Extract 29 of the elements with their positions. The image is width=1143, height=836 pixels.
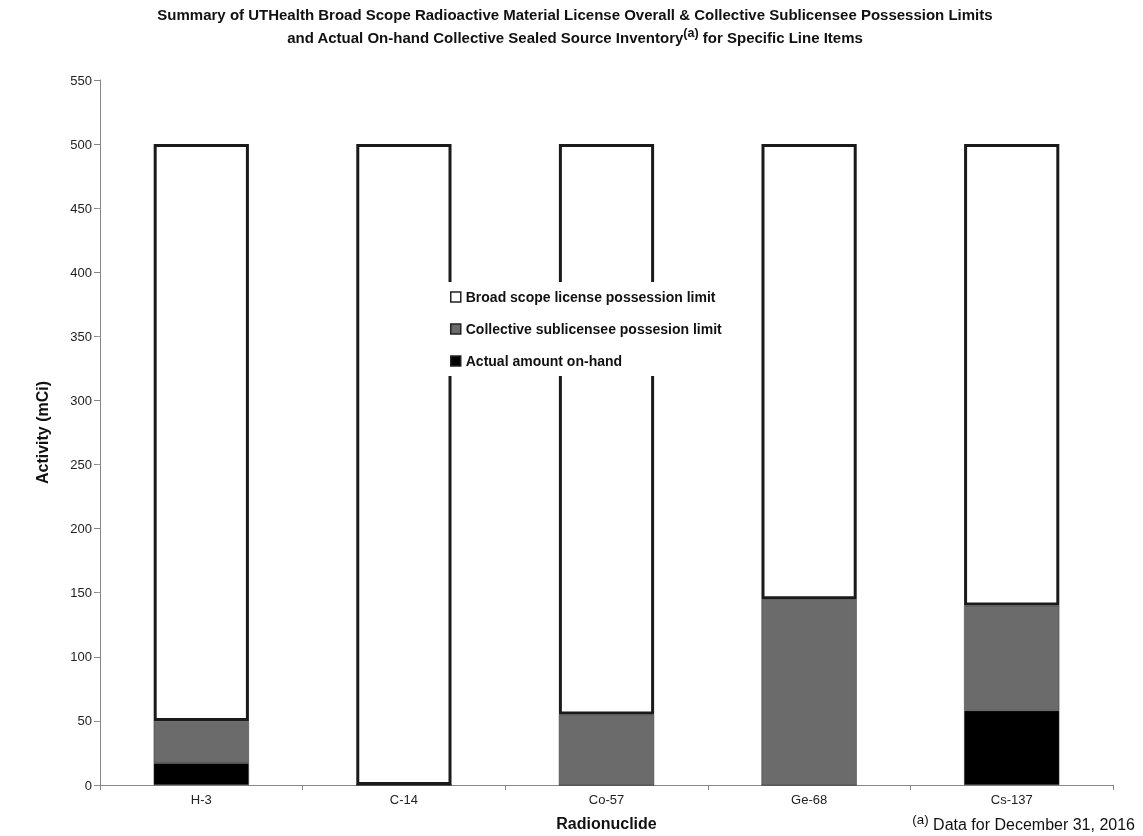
x-tick-label: Cs-137 — [990, 792, 1033, 807]
text: $^{(a)}$ Data for December 31, 2016 — [912, 811, 1135, 834]
y-tick-label: 200 — [70, 521, 92, 537]
y-tick-label: 150 — [70, 585, 92, 601]
chart-title: Summary of UTHealth Broad Scope Radioactive Material License Overall & Collective Sublicensee Possession Limits and Actual On-hand Collective Sealed Source Inventory$^{(a)}$ for Specific Line Items — [156, 6, 994, 47]
y-tick-label: 400 — [70, 264, 92, 280]
bar — [761, 144, 857, 600]
x-tick-label: H-3 — [190, 792, 212, 807]
x-tick-label: Ge-68 — [791, 792, 828, 807]
bar — [761, 599, 857, 785]
y-tick-label: 550 — [70, 72, 92, 88]
x-tick-label: C-14 — [389, 792, 418, 807]
bar — [153, 144, 249, 721]
y-tick-label: 0 — [84, 777, 92, 793]
legend-label: Actual amount on-hand — [465, 353, 623, 369]
y-tick-label: 500 — [70, 136, 92, 152]
y-axis-title: Activity (mCi) — [33, 380, 51, 485]
y-tick-label: 300 — [70, 392, 92, 408]
legend-label: Broad scope license possession limit — [465, 289, 716, 305]
y-tick-label: 450 — [70, 200, 92, 216]
legend-label: Collective sublicensee possesion limit — [465, 321, 723, 337]
x-axis-title: Radionuclide — [556, 814, 657, 832]
bar — [964, 144, 1060, 606]
x-tick-label: Co-57 — [588, 792, 625, 807]
y-tick-label: 100 — [70, 649, 92, 665]
y-tick-label: 350 — [70, 328, 92, 344]
bar — [558, 714, 655, 785]
y-tick-label: 250 — [70, 457, 92, 473]
y-tick-label: 50 — [77, 713, 92, 729]
